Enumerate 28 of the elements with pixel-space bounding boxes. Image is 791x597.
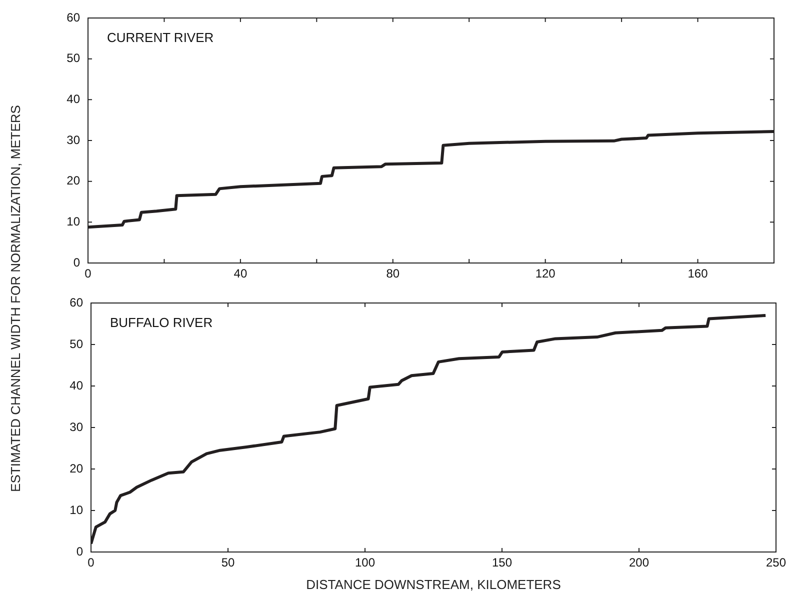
x-tick-label: 100 [354, 556, 376, 570]
y-tick-label: 50 [70, 336, 84, 351]
x-tick-label: 0 [88, 556, 95, 570]
y-tick-label: 0 [76, 544, 84, 558]
y-tick-label: 50 [66, 51, 80, 66]
x-tick-label: 200 [628, 556, 650, 570]
x-tick-label: 50 [221, 556, 235, 570]
y-tick-label: 30 [66, 132, 80, 147]
y-tick-label: 30 [70, 420, 84, 434]
y-tick-label: 40 [70, 378, 84, 392]
x-axis-title: DISTANCE DOWNSTREAM, KILOMETERS [306, 576, 562, 592]
x-tick-label: 150 [492, 556, 512, 570]
x-tick-label: 80 [386, 266, 400, 281]
annotation: CURRENT RIVER [107, 30, 214, 46]
x-tick-label: 250 [766, 556, 786, 570]
y-tick-label: 60 [66, 10, 80, 24]
y-tick-label: 10 [70, 502, 84, 517]
x-tick-label: 120 [535, 266, 556, 281]
x-tick-label: 40 [234, 266, 248, 281]
y-tick-label: 20 [70, 461, 84, 476]
y-tick-label: 60 [70, 295, 84, 310]
x-tick-label: 160 [688, 266, 708, 281]
y-tick-label: 40 [66, 92, 80, 106]
annotation: BUFFALO RIVER [110, 315, 213, 330]
y-tick-label: 20 [66, 174, 80, 188]
y-tick-label: 10 [66, 214, 80, 228]
y-axis-title: ESTIMATED CHANNEL WIDTH FOR NORMALIZATION, METERS [8, 105, 23, 492]
y-tick-label: 0 [73, 255, 80, 270]
